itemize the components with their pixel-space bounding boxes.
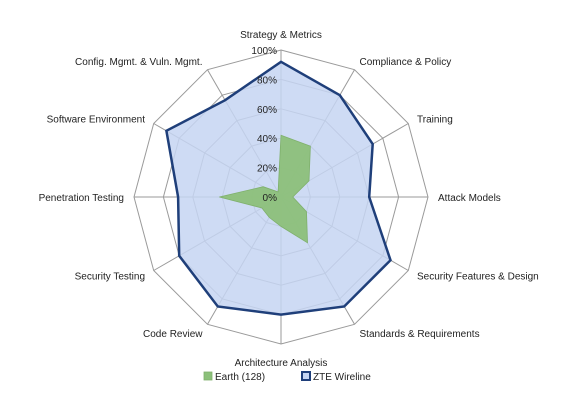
- category-labels: Strategy & Metrics Compliance & Policy Tra…: [39, 30, 539, 369]
- category-label: Attack Models: [438, 193, 501, 204]
- legend-swatch: [301, 371, 311, 381]
- legend-item: Earth (128): [203, 371, 265, 383]
- legend-label: ZTE Wireline: [313, 372, 371, 383]
- tick-label: 80%: [257, 75, 277, 86]
- tick-label: 20%: [257, 164, 277, 175]
- chart-legend: Earth (128) ZTE Wireline: [203, 371, 371, 383]
- category-label: Software Environment: [47, 115, 146, 126]
- category-label: Penetration Testing: [39, 193, 124, 204]
- legend-item: ZTE Wireline: [301, 371, 371, 383]
- category-label: Training: [417, 115, 453, 126]
- tick-label: 60%: [257, 105, 277, 116]
- category-label: Security Testing: [75, 272, 145, 283]
- category-label: Compliance & Policy: [360, 57, 452, 68]
- category-label: Strategy & Metrics: [240, 30, 322, 41]
- legend-label: Earth (128): [215, 372, 265, 383]
- series-earth-128: [219, 134, 311, 244]
- category-label: Config. Mgmt. & Vuln. Mgmt.: [75, 57, 202, 68]
- category-label: Standards & Requirements: [360, 329, 480, 340]
- category-label: Code Review: [143, 329, 203, 340]
- radial-tick-labels: 0% 20% 40% 60% 80% 100%: [251, 46, 277, 204]
- category-label: Security Features & Design: [417, 272, 539, 283]
- tick-label: 0%: [263, 193, 278, 204]
- legend-swatch: [203, 371, 213, 381]
- category-label: Architecture Analysis: [235, 358, 328, 369]
- tick-label: 40%: [257, 134, 277, 145]
- radar-series: [165, 60, 392, 316]
- tick-label: 100%: [251, 46, 277, 57]
